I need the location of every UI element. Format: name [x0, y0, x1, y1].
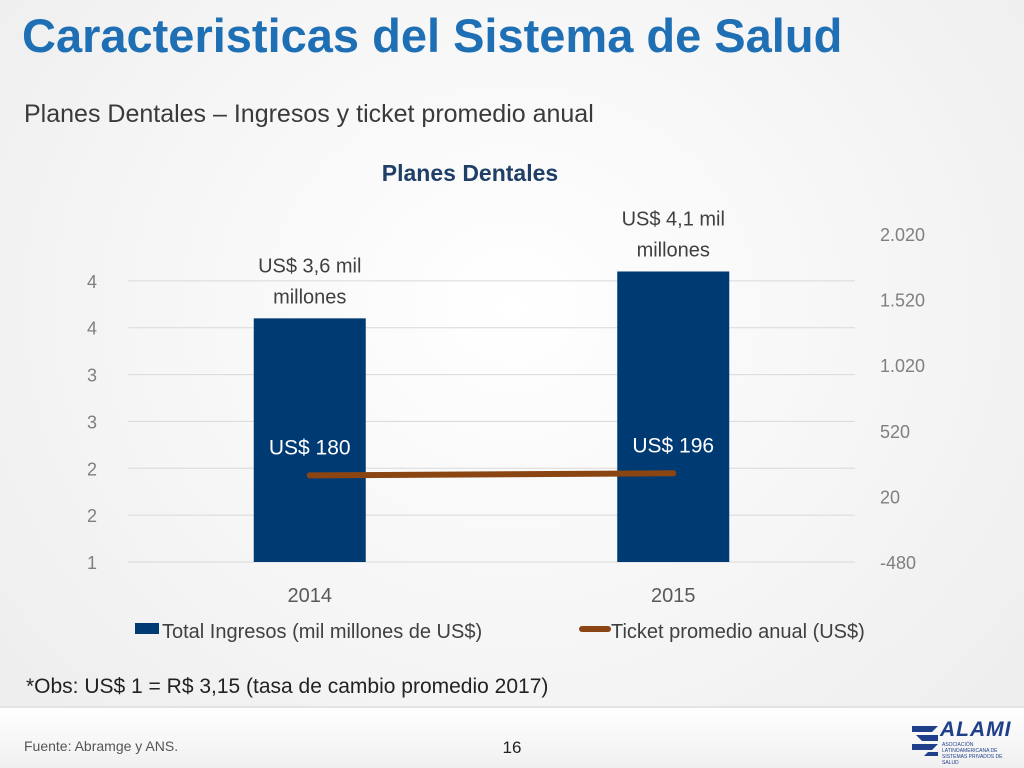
- alami-logo-mark-icon: [912, 726, 938, 756]
- x-category-label: 2014: [288, 585, 333, 607]
- bar: [253, 318, 366, 562]
- legend-label-ticket: Ticket promedio anual (US$): [611, 621, 865, 643]
- x-category-label: 2015: [651, 585, 696, 607]
- page-number: 16: [502, 738, 522, 757]
- footer-band: [0, 708, 1024, 768]
- ticket-line: [306, 470, 677, 479]
- bar-data-label: US$ 4,1 mil millones: [622, 208, 725, 261]
- ticket-point: [306, 472, 313, 479]
- y-right-tick-label: 2.020: [880, 225, 925, 245]
- ticket-data-label: US$ 180: [269, 436, 351, 459]
- y-left-tick-label: 4: [87, 272, 97, 292]
- y-right-tick-label: 1.520: [880, 291, 925, 311]
- y-left-tick-label: 2: [87, 459, 97, 479]
- source-note: Fuente: Abramge y ANS.: [24, 738, 179, 754]
- slide-title: Caracteristicas del Sistema de Salud: [22, 9, 843, 62]
- alami-logo: ALAMI ASOCIACIÓN LATINOAMERICANA DE SIST…: [910, 718, 1012, 766]
- y-left-tick-label: 2: [87, 506, 97, 526]
- y-right-tick-label: 20: [880, 487, 900, 507]
- y-left-tick-label: 3: [87, 412, 97, 432]
- y-left-tick-label: 1: [87, 553, 97, 573]
- y-left-tick-label: 3: [87, 366, 97, 386]
- y-right-tick-label: -480: [880, 553, 916, 573]
- bar-data-label: US$ 3,6 mil millones: [258, 255, 361, 308]
- y-right-tick-label: 1.020: [880, 356, 925, 376]
- ticket-point: [670, 470, 677, 477]
- alami-logo-wordmark: ALAMI: [940, 718, 1012, 741]
- y-left-tick-label: 4: [87, 319, 97, 339]
- footer-divider: [0, 706, 1024, 708]
- legend-swatch-bar: [135, 623, 159, 634]
- ticket-data-label: US$ 196: [632, 434, 714, 457]
- legend-label-ingresos: Total Ingresos (mil millones de US$): [162, 621, 482, 643]
- bar: [617, 271, 730, 562]
- exchange-rate-note: *Obs: US$ 1 = R$ 3,15 (tasa de cambio pr…: [26, 675, 549, 698]
- alami-logo-tagline: ASOCIACIÓN LATINOAMERICANA DE SISTEMAS P…: [942, 742, 1003, 766]
- slide-subtitle: Planes Dentales – Ingresos y ticket prom…: [24, 100, 594, 128]
- y-right-tick-label: 520: [880, 422, 910, 442]
- chart-title: Planes Dentales: [381, 160, 559, 186]
